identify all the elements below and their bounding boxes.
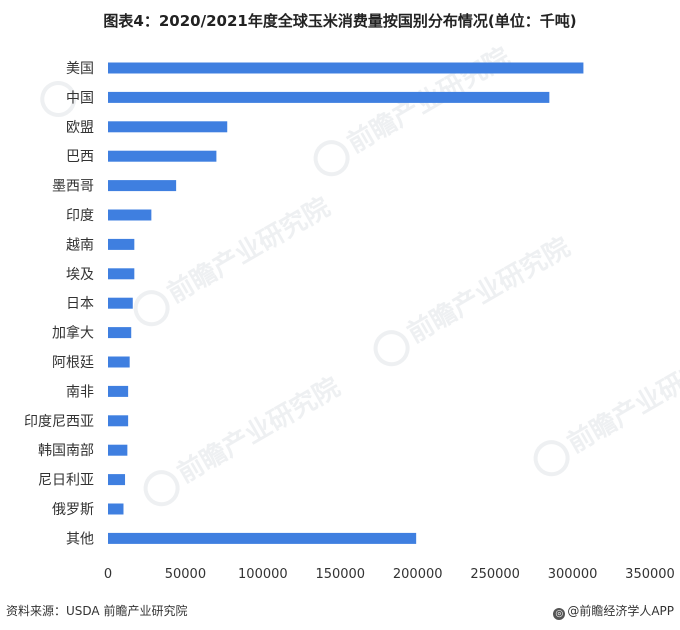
x-tick-label: 300000 <box>548 567 598 582</box>
bar <box>108 209 152 221</box>
category-label: 巴西 <box>66 149 94 165</box>
x-tick-label: 350000 <box>625 567 675 582</box>
x-tick-label: 250000 <box>470 567 520 582</box>
brand-credit: ◎ @前瞻经济学人APP <box>553 602 674 620</box>
category-label: 埃及 <box>66 267 94 283</box>
brand-text: @前瞻经济学人APP <box>567 604 674 618</box>
brand-logo-icon: ◎ <box>553 608 566 620</box>
bar <box>108 444 128 456</box>
category-label: 加拿大 <box>52 325 94 342</box>
bar <box>108 121 228 133</box>
category-label: 日本 <box>66 296 94 312</box>
category-label: 印度 <box>66 208 94 224</box>
category-labels-group: 美国中国欧盟巴西墨西哥印度越南埃及日本加拿大阿根廷南非印度尼西亚韩国南部尼日利亚… <box>24 61 94 547</box>
bar <box>108 297 133 309</box>
category-label: 阿根廷 <box>52 355 94 371</box>
category-label: 美国 <box>66 61 94 77</box>
category-label: 南非 <box>66 384 94 400</box>
bar <box>108 474 126 486</box>
category-label: 越南 <box>66 237 94 253</box>
bar <box>108 503 124 515</box>
category-label: 其他 <box>66 531 94 547</box>
category-label: 中国 <box>66 90 94 106</box>
x-tick-label: 150000 <box>315 567 365 582</box>
bar <box>108 415 129 427</box>
x-tick-labels-group: 0 50000 100000 150000 200000 250000 300000 3500… <box>104 567 675 582</box>
bar <box>108 238 135 250</box>
x-tick-label: 0 <box>104 567 112 582</box>
bar <box>108 91 550 103</box>
bar <box>108 356 130 368</box>
category-label: 俄罗斯 <box>52 502 94 518</box>
bar <box>108 180 177 192</box>
bar <box>108 150 217 162</box>
x-tick-label: 200000 <box>393 567 443 582</box>
x-tick-label: 50000 <box>165 567 206 582</box>
bar <box>108 62 584 74</box>
footer: 资料来源：USDA 前瞻产业研究院 ◎ @前瞻经济学人APP <box>0 600 680 622</box>
bar-chart: 美国中国欧盟巴西墨西哥印度越南埃及日本加拿大阿根廷南非印度尼西亚韩国南部尼日利亚… <box>24 61 675 582</box>
category-label: 墨西哥 <box>52 179 94 195</box>
category-label: 印度尼西亚 <box>24 414 94 430</box>
bars-group <box>108 62 584 544</box>
bar <box>108 327 132 339</box>
source-note: 资料来源：USDA 前瞻产业研究院 <box>6 604 188 618</box>
category-label: 尼日利亚 <box>38 473 94 489</box>
category-label: 韩国南部 <box>38 443 94 459</box>
bar <box>108 385 129 397</box>
bar <box>108 532 417 544</box>
chart-title: 图表4：2020/2021年度全球玉米消费量按国别分布情况(单位：千吨) <box>103 12 577 30</box>
x-tick-label: 100000 <box>238 567 288 582</box>
category-label: 欧盟 <box>66 120 94 136</box>
bar <box>108 268 135 280</box>
